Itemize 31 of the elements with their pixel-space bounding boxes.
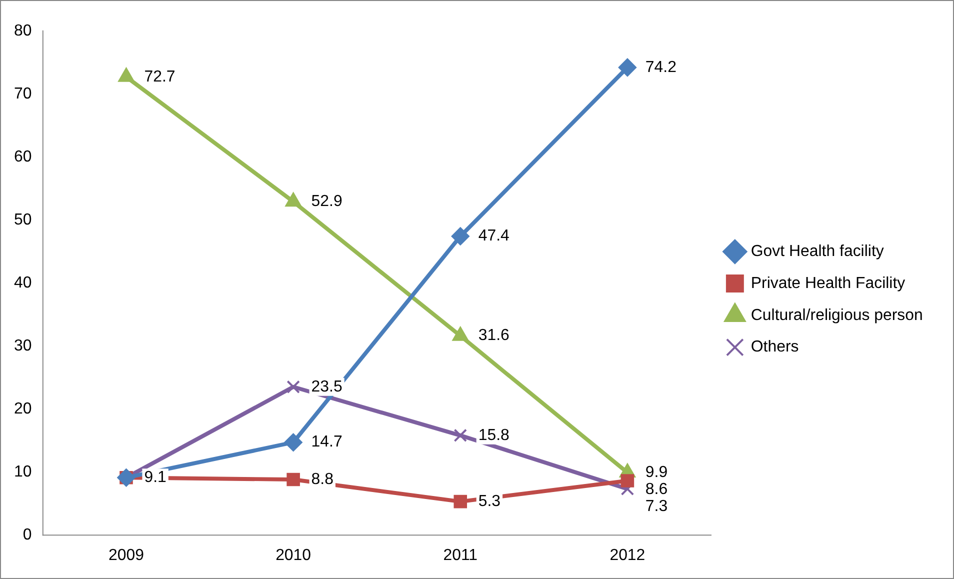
- data-label: 5.3: [478, 492, 501, 510]
- legend-label: Govt Health facility: [750, 243, 884, 260]
- x-tick-label: 2010: [276, 546, 312, 564]
- data-label: 15.8: [478, 426, 510, 444]
- y-tick-label: 50: [14, 211, 32, 228]
- x-tick-label: 2011: [443, 546, 478, 564]
- y-tick-label: 60: [14, 148, 32, 166]
- x-tick-label: 2009: [108, 546, 144, 564]
- data-label: 8.6: [645, 480, 668, 498]
- legend-label: Private Health Facility: [750, 274, 906, 292]
- data-label: 72.7: [144, 68, 176, 86]
- y-tick-label: 0: [22, 526, 32, 544]
- y-tick-label: 20: [14, 400, 32, 418]
- y-tick-label: 70: [14, 85, 32, 102]
- data-label: 52.9: [311, 193, 342, 210]
- legend-label: Cultural/religious person: [750, 306, 923, 324]
- y-tick-label: 80: [14, 22, 32, 40]
- data-label: 31.6: [478, 327, 510, 344]
- data-label: 14.7: [311, 434, 342, 451]
- data-label: 9.9: [645, 464, 668, 481]
- x-tick-label: 2012: [610, 546, 646, 564]
- y-tick-label: 10: [14, 463, 32, 480]
- data-label: 47.4: [478, 228, 510, 245]
- data-label: 7.3: [645, 498, 668, 515]
- data-label: 8.8: [311, 470, 334, 488]
- legend-label: Others: [750, 338, 799, 356]
- data-label: 74.2: [645, 58, 677, 76]
- y-tick-label: 30: [14, 337, 32, 354]
- y-tick-label: 40: [14, 274, 32, 292]
- data-label: 9.1: [144, 469, 167, 486]
- data-label: 23.5: [311, 378, 342, 396]
